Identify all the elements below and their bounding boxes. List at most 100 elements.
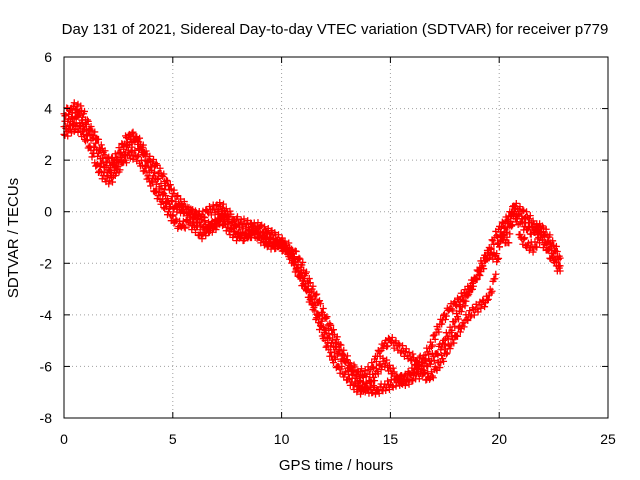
data-point — [316, 322, 324, 330]
data-point — [370, 373, 378, 381]
data-point — [548, 250, 556, 258]
x-tick-label: 10 — [274, 431, 290, 447]
data-point — [377, 366, 385, 374]
data-point — [190, 218, 198, 226]
data-point — [264, 224, 272, 232]
data-point — [300, 277, 308, 285]
data-point — [343, 356, 351, 364]
data-point — [318, 315, 326, 323]
data-point — [537, 231, 545, 239]
data-point — [139, 141, 147, 149]
data-point — [220, 215, 228, 223]
data-point — [207, 211, 215, 219]
data-point — [116, 166, 124, 174]
data-point — [193, 214, 201, 222]
data-point — [463, 315, 471, 323]
data-point — [541, 238, 549, 246]
x-tick-label: 5 — [169, 431, 177, 447]
data-point — [312, 291, 320, 299]
data-point — [430, 356, 438, 364]
data-point — [287, 251, 295, 259]
data-point — [113, 156, 121, 164]
data-point — [77, 102, 85, 110]
data-point — [156, 164, 164, 172]
chart-title: Day 131 of 2021, Sidereal Day-to-day VTE… — [62, 21, 609, 38]
data-point — [533, 243, 541, 251]
data-point — [162, 199, 170, 207]
data-point — [90, 149, 98, 157]
data-point — [529, 217, 537, 225]
data-point — [232, 222, 240, 230]
data-point — [494, 255, 502, 263]
data-point — [429, 374, 437, 382]
data-point — [274, 243, 282, 251]
data-point — [344, 352, 352, 360]
data-point — [153, 176, 161, 184]
data-point — [223, 223, 231, 231]
data-point — [506, 230, 514, 238]
data-point — [340, 346, 348, 354]
data-point — [440, 341, 448, 349]
data-point — [477, 304, 485, 312]
data-point — [383, 356, 391, 364]
data-point — [322, 325, 330, 333]
data-point — [74, 112, 82, 120]
data-point — [461, 302, 469, 310]
data-point — [467, 281, 475, 289]
data-point — [87, 122, 95, 130]
data-point — [160, 170, 168, 178]
data-point — [374, 370, 382, 378]
data-point — [212, 202, 220, 210]
data-point — [108, 178, 116, 186]
data-point — [165, 205, 173, 213]
data-point — [303, 285, 311, 293]
data-point — [81, 107, 89, 115]
data-point — [357, 390, 365, 398]
data-point — [505, 239, 513, 247]
data-point — [265, 235, 273, 243]
data-point — [247, 234, 255, 242]
data-point — [148, 177, 156, 185]
data-point — [403, 372, 411, 380]
data-point — [442, 350, 450, 358]
data-point — [457, 308, 465, 316]
data-point — [488, 287, 496, 295]
data-point — [487, 245, 495, 253]
y-tick-label: 2 — [44, 152, 52, 168]
data-point — [123, 138, 131, 146]
data-point — [384, 342, 392, 350]
data-point — [122, 159, 130, 167]
data-point — [323, 342, 331, 350]
data-point — [146, 152, 154, 160]
data-point — [105, 180, 113, 188]
data-point — [348, 374, 356, 382]
data-point — [313, 290, 321, 298]
data-point — [440, 357, 448, 365]
data-point — [556, 254, 564, 262]
data-point — [389, 364, 397, 372]
y-tick-label: 6 — [44, 49, 52, 65]
data-point — [127, 147, 135, 155]
data-point — [216, 199, 224, 207]
data-point — [293, 263, 301, 271]
data-point — [201, 217, 209, 225]
data-point — [142, 147, 150, 155]
data-point — [90, 131, 98, 139]
data-point — [427, 360, 435, 368]
data-point — [405, 348, 413, 356]
data-point — [546, 231, 554, 239]
data-point — [399, 342, 407, 350]
data-point — [180, 198, 188, 206]
data-point — [84, 117, 92, 125]
data-point — [409, 350, 417, 358]
data-point — [194, 211, 202, 219]
data-point — [82, 132, 90, 140]
data-point — [435, 328, 443, 336]
data-point — [219, 200, 227, 208]
data-point — [450, 339, 458, 347]
data-point — [495, 254, 503, 262]
data-point — [129, 155, 137, 163]
data-point — [514, 221, 522, 229]
data-point — [556, 267, 564, 275]
